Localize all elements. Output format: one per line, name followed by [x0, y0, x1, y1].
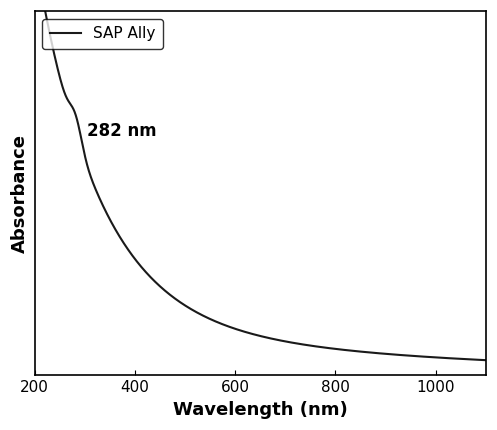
- Text: 282 nm: 282 nm: [87, 122, 157, 140]
- Legend: SAP Ally: SAP Ally: [42, 19, 163, 49]
- X-axis label: Wavelength (nm): Wavelength (nm): [173, 401, 348, 419]
- Y-axis label: Absorbance: Absorbance: [11, 134, 29, 253]
